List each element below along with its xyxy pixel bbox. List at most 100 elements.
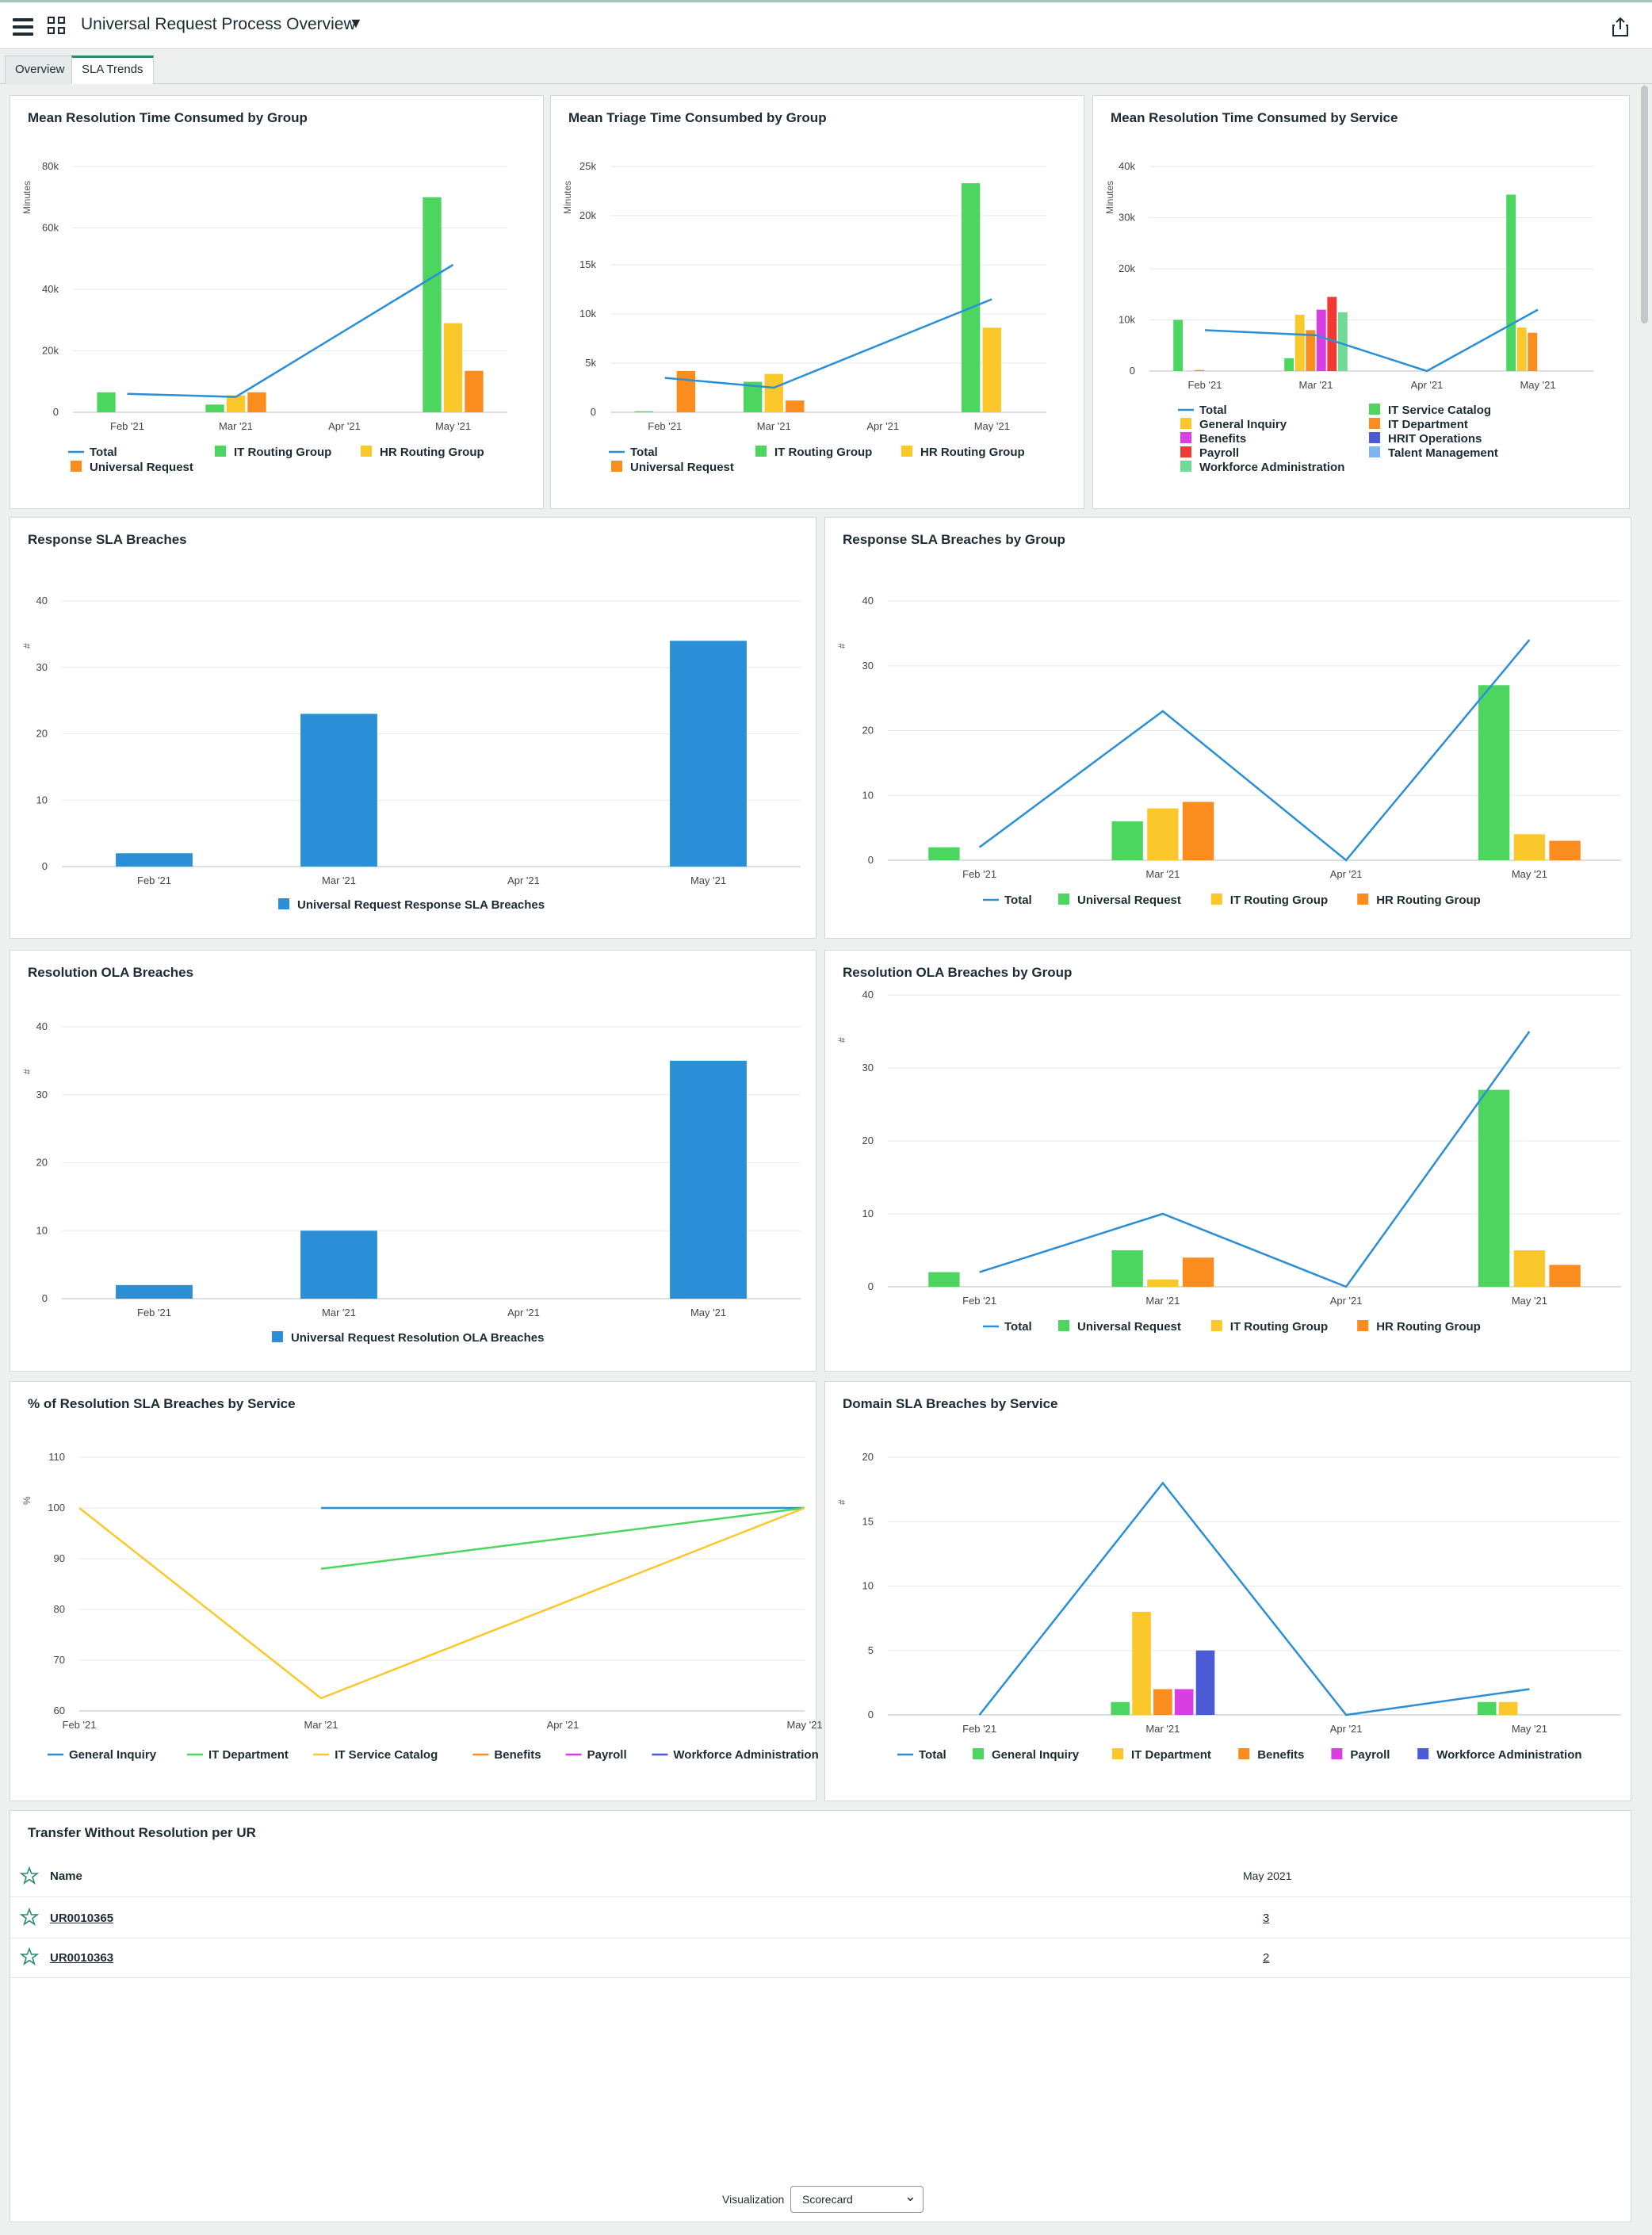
bar-universal-request[interactable] (247, 392, 266, 412)
bar-universal-request-resolution-ola-breaches[interactable] (300, 1230, 377, 1299)
bar-workforce-administration[interactable] (1195, 1650, 1215, 1715)
legend-label[interactable]: Universal Request Response SLA Breaches (297, 898, 545, 912)
legend-label[interactable]: IT Routing Group (774, 446, 872, 459)
bar-payroll[interactable] (1174, 1689, 1194, 1716)
bar-universal-request[interactable] (465, 370, 484, 412)
line-it-service-catalog[interactable] (78, 1506, 805, 1700)
legend-label[interactable]: Total (630, 446, 658, 459)
bar-payroll[interactable] (1327, 297, 1337, 371)
bar-it-routing-group[interactable] (205, 404, 224, 412)
legend-label[interactable]: IT Department (208, 1748, 289, 1762)
bar-general-inquiry[interactable] (1516, 327, 1527, 371)
legend-label[interactable]: Universal Request Resolution OLA Breache… (291, 1331, 545, 1345)
bar-hr-routing-group[interactable] (1549, 1265, 1581, 1287)
bar-it-routing-group[interactable] (634, 411, 653, 412)
bar-it-routing-group[interactable] (1513, 1250, 1546, 1287)
legend-label[interactable]: IT Routing Group (234, 446, 331, 459)
tab-overview[interactable]: Overview (5, 55, 75, 84)
bar-universal-request-response-sla-breaches[interactable] (300, 714, 377, 867)
legend-label[interactable]: Universal Request (1077, 1320, 1181, 1334)
bar-it-routing-group[interactable] (1147, 1279, 1179, 1287)
line-total[interactable] (664, 298, 992, 389)
visualization-select[interactable]: Scorecard ⌄ (790, 2186, 924, 2213)
legend-label[interactable]: Payroll (1350, 1748, 1390, 1762)
legend-label[interactable]: Benefits (1257, 1748, 1304, 1762)
bar-universal-request[interactable] (1478, 685, 1510, 860)
hamburger-menu-icon[interactable] (13, 18, 33, 36)
legend-label[interactable]: IT Service Catalog (1388, 404, 1491, 417)
legend-label[interactable]: Benefits (494, 1748, 541, 1762)
bar-general-inquiry[interactable] (1477, 1701, 1497, 1715)
bar-it-department[interactable] (1498, 1701, 1518, 1715)
record-value-link[interactable]: 2 (1263, 1951, 1270, 1965)
legend-label[interactable]: General Inquiry (992, 1748, 1080, 1762)
legend-label[interactable]: Universal Request (90, 461, 193, 474)
legend-label[interactable]: IT Routing Group (1230, 894, 1328, 907)
bar-hr-routing-group[interactable] (226, 395, 246, 412)
bar-it-service-catalog[interactable] (1506, 194, 1516, 371)
bar-hr-routing-group[interactable] (1182, 1257, 1214, 1287)
legend-label[interactable]: Total (90, 446, 117, 459)
legend-label[interactable]: HR Routing Group (920, 446, 1025, 459)
bar-universal-request[interactable] (786, 400, 805, 412)
bar-it-department[interactable] (1528, 332, 1538, 371)
bar-it-department[interactable] (1195, 369, 1205, 371)
record-link[interactable]: UR0010365 (50, 1912, 114, 1925)
bar-it-routing-group[interactable] (961, 183, 981, 412)
bar-universal-request-resolution-ola-breaches[interactable] (116, 1284, 193, 1299)
legend-label[interactable]: Total (1004, 1320, 1032, 1334)
bar-hr-routing-group[interactable] (1549, 840, 1581, 860)
bar-it-department[interactable] (1132, 1612, 1151, 1715)
bar-universal-request-response-sla-breaches[interactable] (116, 853, 193, 867)
bar-universal-request[interactable] (928, 1272, 960, 1287)
legend-label[interactable]: Workforce Administration (1199, 461, 1344, 474)
bar-hr-routing-group[interactable] (1182, 802, 1214, 860)
bar-it-routing-group[interactable] (1147, 808, 1179, 860)
column-header-period[interactable]: May 2021 (1243, 1870, 1292, 1882)
bar-universal-request[interactable] (1478, 1089, 1510, 1287)
legend-label[interactable]: IT Department (1388, 418, 1468, 431)
bar-universal-request-resolution-ola-breaches[interactable] (670, 1060, 747, 1299)
star-icon[interactable] (20, 1908, 39, 1927)
bar-it-department[interactable] (1306, 330, 1316, 371)
bar-it-routing-group[interactable] (423, 197, 442, 412)
line-total[interactable] (127, 263, 454, 398)
legend-label[interactable]: Workforce Administration (1436, 1748, 1581, 1762)
legend-label[interactable]: IT Department (1131, 1748, 1211, 1762)
legend-label[interactable]: Total (1199, 404, 1227, 417)
bar-universal-request[interactable] (928, 847, 960, 860)
legend-label[interactable]: HRIT Operations (1388, 432, 1482, 446)
legend-label[interactable]: Benefits (1199, 432, 1246, 446)
bar-universal-request[interactable] (1111, 821, 1143, 860)
star-icon[interactable] (20, 1866, 39, 1885)
line-total[interactable] (978, 1481, 1530, 1716)
tab-sla-trends[interactable]: SLA Trends (71, 55, 154, 84)
record-value-link[interactable]: 3 (1263, 1912, 1270, 1925)
legend-label[interactable]: Universal Request (1077, 894, 1181, 907)
title-dropdown-chevron-icon[interactable]: ▼ (349, 15, 363, 31)
dashboard-grid-icon[interactable] (48, 17, 67, 36)
bar-it-service-catalog[interactable] (1284, 358, 1294, 371)
bar-general-inquiry[interactable] (1111, 1701, 1130, 1715)
legend-label[interactable]: HR Routing Group (380, 446, 484, 459)
record-link[interactable]: UR0010363 (50, 1951, 114, 1965)
bar-it-routing-group[interactable] (97, 392, 116, 412)
bar-benefits[interactable] (1153, 1689, 1172, 1716)
bar-it-routing-group[interactable] (743, 381, 763, 412)
bar-universal-request[interactable] (676, 370, 696, 412)
column-header-name[interactable]: Name (50, 1870, 82, 1883)
legend-label[interactable]: Workforce Administration (673, 1748, 818, 1762)
line-total[interactable] (979, 1031, 1531, 1288)
legend-label[interactable]: Talent Management (1388, 446, 1498, 460)
bar-it-service-catalog[interactable] (1173, 320, 1184, 372)
legend-label[interactable]: Total (1004, 894, 1032, 907)
share-icon[interactable] (1611, 17, 1630, 37)
bar-it-routing-group[interactable] (1513, 834, 1546, 860)
legend-label[interactable]: Payroll (587, 1748, 627, 1762)
bar-hr-routing-group[interactable] (982, 327, 1001, 412)
legend-label[interactable]: HR Routing Group (1376, 1320, 1481, 1334)
bar-workforce-administration[interactable] (1337, 312, 1348, 371)
bar-benefits[interactable] (1316, 309, 1326, 371)
bar-hr-routing-group[interactable] (764, 373, 783, 412)
line-it-department[interactable] (320, 1506, 805, 1571)
